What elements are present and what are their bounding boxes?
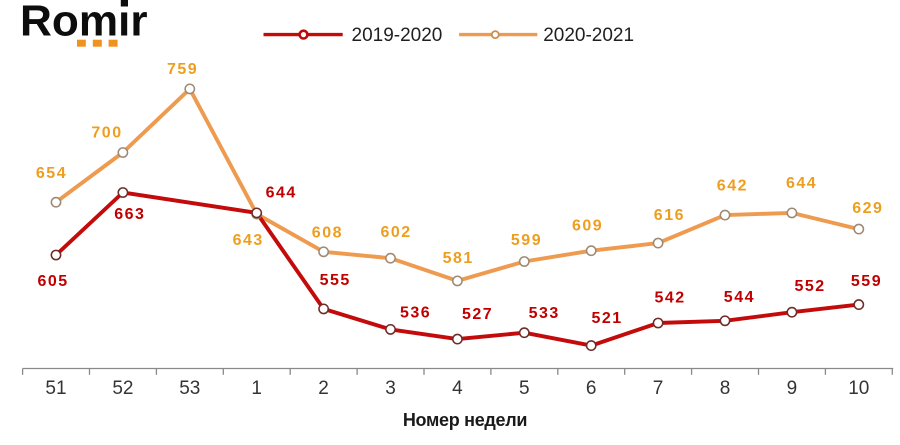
svg-text:616: 616 [654, 207, 685, 224]
svg-text:605: 605 [37, 273, 68, 290]
svg-text:5: 5 [519, 378, 530, 399]
svg-text:Romır: Romır [20, 0, 148, 46]
svg-text:643: 643 [233, 232, 264, 249]
svg-text:3: 3 [385, 378, 396, 399]
svg-text:4: 4 [452, 378, 463, 399]
svg-text:10: 10 [848, 378, 869, 399]
svg-text:654: 654 [36, 165, 67, 182]
svg-text:536: 536 [400, 304, 431, 321]
svg-text:521: 521 [591, 310, 622, 327]
svg-text:8: 8 [720, 378, 731, 399]
svg-text:644: 644 [266, 185, 297, 202]
svg-text:6: 6 [586, 378, 597, 399]
svg-text:52: 52 [112, 378, 133, 399]
svg-text:542: 542 [654, 290, 685, 307]
svg-text:581: 581 [443, 250, 474, 267]
svg-text:544: 544 [724, 289, 755, 306]
svg-text:700: 700 [91, 125, 122, 142]
svg-text:53: 53 [179, 378, 200, 399]
svg-text:608: 608 [312, 225, 343, 242]
svg-text:51: 51 [45, 378, 66, 399]
svg-text:644: 644 [786, 175, 817, 192]
svg-text:2: 2 [318, 378, 329, 399]
svg-text:1: 1 [251, 378, 262, 399]
svg-text:9: 9 [787, 378, 798, 399]
svg-text:663: 663 [114, 206, 145, 223]
svg-text:2020-2021: 2020-2021 [543, 25, 634, 46]
svg-text:629: 629 [852, 200, 883, 217]
svg-text:Номер недели: Номер недели [403, 410, 527, 430]
svg-text:609: 609 [572, 218, 603, 235]
svg-text:527: 527 [462, 306, 493, 323]
svg-text:759: 759 [167, 61, 198, 78]
svg-text:642: 642 [717, 178, 748, 195]
svg-text:602: 602 [380, 224, 411, 241]
svg-text:599: 599 [511, 232, 542, 249]
svg-text:533: 533 [529, 305, 560, 322]
svg-text:2019-2020: 2019-2020 [352, 25, 443, 46]
svg-text:555: 555 [320, 272, 351, 289]
svg-text:552: 552 [794, 278, 825, 295]
svg-text:7: 7 [653, 378, 664, 399]
svg-text:559: 559 [851, 273, 882, 290]
